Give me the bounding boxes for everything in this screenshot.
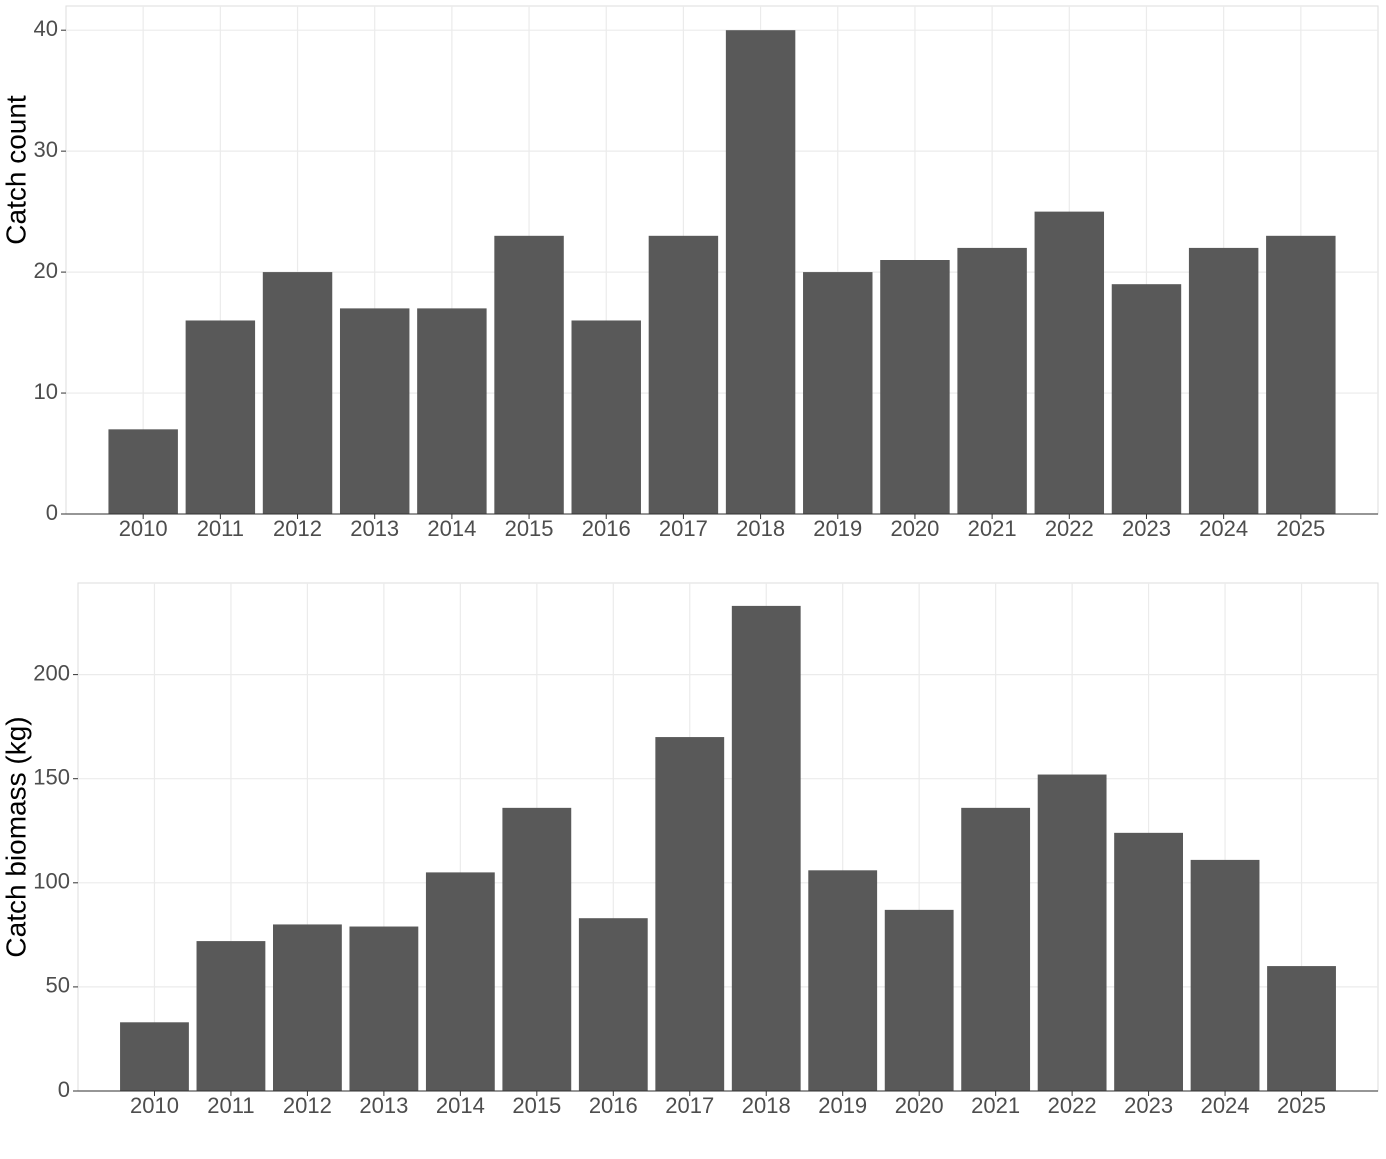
bar: [1114, 832, 1183, 1091]
bar: [349, 926, 419, 1091]
bar: [1034, 211, 1105, 514]
y-tick-label: 100: [33, 869, 70, 894]
x-tick-label: 2010: [119, 516, 168, 541]
x-tick-label: 2014: [427, 516, 476, 541]
bar: [1190, 859, 1260, 1091]
bar: [1188, 247, 1259, 514]
bar: [808, 870, 878, 1091]
x-tick-label: 2020: [890, 516, 939, 541]
y-tick-label: 150: [33, 765, 70, 790]
bar: [884, 909, 954, 1091]
y-tick-label: 20: [34, 258, 58, 283]
x-tick-label: 2023: [1124, 1093, 1173, 1118]
x-tick-label: 2015: [512, 1093, 561, 1118]
y-axis-title: Catch count: [0, 95, 31, 245]
bar: [120, 1022, 189, 1091]
bar: [648, 235, 719, 515]
bar: [417, 308, 487, 514]
bar: [880, 260, 950, 514]
x-tick-label: 2019: [818, 1093, 867, 1118]
bar: [1266, 235, 1336, 515]
bar: [957, 247, 1027, 514]
bar: [494, 235, 564, 515]
y-tick-label: 0: [46, 500, 58, 525]
x-tick-label: 2016: [589, 1093, 638, 1118]
bar: [803, 272, 873, 514]
x-tick-label: 2021: [971, 1093, 1020, 1118]
x-tick-label: 2025: [1277, 1093, 1326, 1118]
bar: [185, 320, 256, 514]
x-tick-label: 2012: [283, 1093, 332, 1118]
bar: [425, 872, 495, 1091]
x-tick-label: 2021: [968, 516, 1017, 541]
bar: [571, 320, 641, 514]
x-tick-label: 2018: [742, 1093, 791, 1118]
bar: [339, 308, 410, 514]
x-tick-label: 2017: [659, 516, 708, 541]
x-tick-label: 2013: [350, 516, 399, 541]
x-tick-label: 2022: [1045, 516, 1094, 541]
x-tick-label: 2013: [359, 1093, 408, 1118]
x-tick-label: 2015: [505, 516, 554, 541]
bar: [961, 807, 1031, 1091]
x-tick-label: 2024: [1199, 516, 1248, 541]
y-tick-label: 40: [34, 16, 58, 41]
y-tick-label: 30: [34, 137, 58, 162]
x-tick-label: 2016: [582, 516, 631, 541]
x-tick-label: 2019: [813, 516, 862, 541]
bar: [731, 605, 801, 1091]
x-tick-label: 2022: [1048, 1093, 1097, 1118]
bar: [262, 272, 333, 514]
x-tick-label: 2023: [1122, 516, 1171, 541]
x-tick-label: 2011: [207, 1093, 254, 1118]
x-tick-label: 2010: [130, 1093, 179, 1118]
x-tick-label: 2024: [1201, 1093, 1250, 1118]
bar: [1267, 966, 1336, 1091]
bar: [578, 918, 648, 1091]
bar: [273, 924, 342, 1091]
bar: [502, 807, 572, 1091]
bar: [725, 30, 796, 514]
y-tick-label: 10: [34, 379, 58, 404]
y-tick-label: 0: [58, 1077, 70, 1102]
y-tick-label: 200: [33, 660, 70, 685]
bar: [655, 737, 725, 1091]
bar: [1111, 284, 1182, 514]
bar: [1037, 774, 1107, 1091]
bar: [108, 429, 178, 514]
x-tick-label: 2018: [736, 516, 785, 541]
y-axis-title: Catch biomass (kg): [0, 716, 31, 957]
x-tick-label: 2011: [197, 516, 244, 541]
x-tick-label: 2020: [895, 1093, 944, 1118]
x-tick-label: 2017: [665, 1093, 714, 1118]
x-tick-label: 2025: [1276, 516, 1325, 541]
x-tick-label: 2012: [273, 516, 322, 541]
x-tick-label: 2014: [436, 1093, 485, 1118]
bar: [196, 941, 266, 1091]
y-tick-label: 50: [46, 973, 70, 998]
